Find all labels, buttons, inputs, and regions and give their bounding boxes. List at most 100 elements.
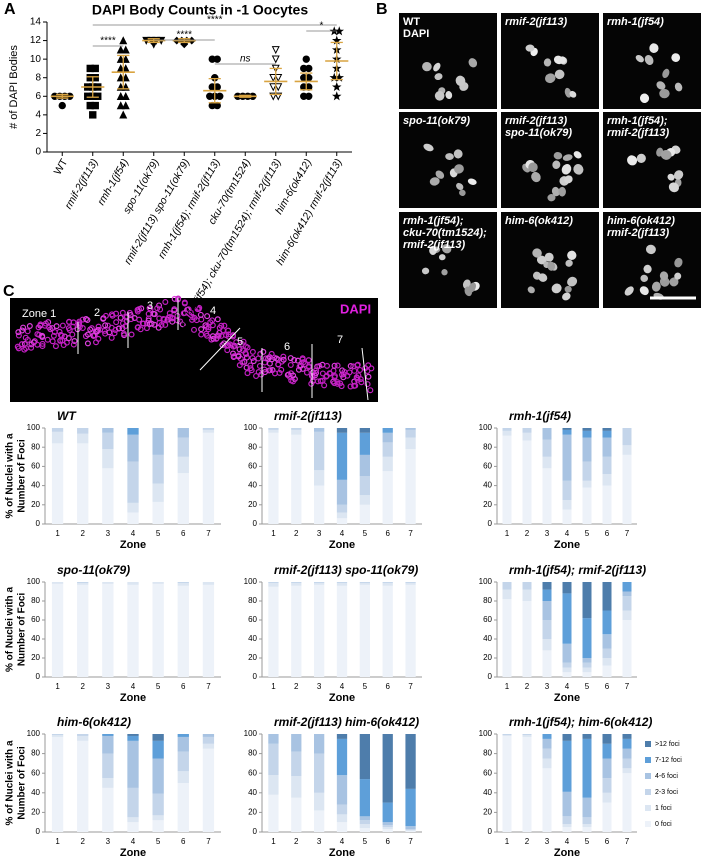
bar-segment <box>268 794 279 832</box>
y-tick-label: 14 <box>30 17 42 28</box>
data-point <box>305 64 313 73</box>
data-point <box>116 54 125 63</box>
x-tick-label: 3 <box>317 529 322 538</box>
nucleus <box>239 359 246 366</box>
data-point <box>269 74 278 83</box>
bar-segment <box>582 430 592 438</box>
legend-swatch <box>645 757 651 763</box>
bar-segment <box>127 740 139 788</box>
bar-segment <box>382 582 393 583</box>
nucleus <box>667 173 675 181</box>
x-tick-label: 3 <box>545 529 550 538</box>
x-tick-label: 1 <box>505 529 510 538</box>
bar-segment <box>77 734 89 736</box>
nucleus <box>195 306 202 313</box>
bar-segment <box>582 672 592 677</box>
nucleus <box>102 322 109 329</box>
nucleus <box>324 362 331 369</box>
bar-segment <box>602 485 612 524</box>
x-tick-label: 7 <box>625 682 630 691</box>
bar-segment <box>622 620 632 677</box>
nucleus <box>26 322 33 329</box>
bar-segment <box>522 432 532 441</box>
bar-segment <box>77 740 89 832</box>
bar-segment <box>562 824 572 828</box>
bar-segment <box>202 734 215 737</box>
nucleus <box>659 271 669 281</box>
bar-segment <box>127 735 139 741</box>
bar-segment <box>382 822 393 826</box>
nucleus <box>326 370 333 377</box>
y-tick-label: 12 <box>30 35 42 46</box>
bar-segment <box>127 584 139 677</box>
nucleus <box>532 248 542 258</box>
data-point <box>271 55 280 64</box>
data-point <box>121 54 130 63</box>
chart-title: spo-11(ok79) <box>57 563 130 577</box>
bar-segment <box>291 434 302 524</box>
bar-segment <box>522 428 532 433</box>
nucleus <box>75 321 82 328</box>
legend-label: 1 foci <box>655 805 672 812</box>
bar-segment <box>562 582 572 594</box>
y-tick-label: 100 <box>479 729 493 738</box>
nucleus <box>299 365 306 372</box>
x-tick-label: 3 <box>317 837 322 846</box>
nucleus <box>649 43 659 53</box>
bar-segment <box>314 582 325 585</box>
legend-label: 0 foci <box>655 821 672 828</box>
bar-segment <box>622 758 632 769</box>
bar-segment <box>291 734 302 752</box>
bar-segment <box>542 620 552 639</box>
y-tick-label: 6 <box>35 91 41 102</box>
bar-segment <box>502 734 512 735</box>
nucleus <box>79 325 86 332</box>
x-tick-label: 2 <box>294 837 299 846</box>
nucleus <box>552 160 561 169</box>
x-tick-label: 1 <box>55 837 60 846</box>
y-tick-label: 40 <box>483 634 492 643</box>
nucleus <box>564 285 572 293</box>
nucleus <box>260 348 267 355</box>
legend-swatch <box>645 773 651 779</box>
nucleus <box>119 309 126 316</box>
x-tick-label: 2 <box>525 837 530 846</box>
nucleus <box>210 335 217 342</box>
bar-segment <box>562 816 572 825</box>
bar-segment <box>359 582 370 585</box>
bar-segment <box>522 589 532 601</box>
nucleus <box>39 343 46 350</box>
nucleus <box>46 324 53 331</box>
bar-segment <box>202 584 215 677</box>
bar-segment <box>336 814 348 823</box>
bar-segment <box>582 797 592 818</box>
bar-segment <box>202 428 215 430</box>
nucleus <box>635 54 644 63</box>
data-point <box>116 101 125 110</box>
bar-segment <box>336 582 348 586</box>
y-tick-label: 60 <box>248 462 257 471</box>
bar-segment <box>359 454 370 476</box>
chart-title: rmif-2(jf113) spo-11(ok79) <box>274 563 418 577</box>
data-point <box>116 45 125 54</box>
panel-label: B <box>376 1 388 18</box>
nucleus <box>459 189 466 196</box>
nucleus <box>531 171 541 183</box>
nucleus <box>567 250 577 260</box>
error-bar <box>147 38 160 44</box>
bar-segment <box>382 825 393 828</box>
x-axis-label: Zone <box>120 847 146 859</box>
bar-segment <box>502 599 512 677</box>
bar-segment <box>102 583 114 677</box>
bar-segment <box>582 437 592 462</box>
bar-segment <box>602 658 612 666</box>
x-tick-label: 6 <box>181 529 186 538</box>
bar-segment <box>562 428 572 430</box>
bar-segment <box>152 820 164 832</box>
data-point <box>91 74 99 82</box>
nucleus <box>157 306 164 313</box>
bar-segment <box>405 830 416 832</box>
x-tick-label: 2 <box>80 682 85 691</box>
nucleus <box>280 356 287 363</box>
nucleus <box>247 365 254 372</box>
